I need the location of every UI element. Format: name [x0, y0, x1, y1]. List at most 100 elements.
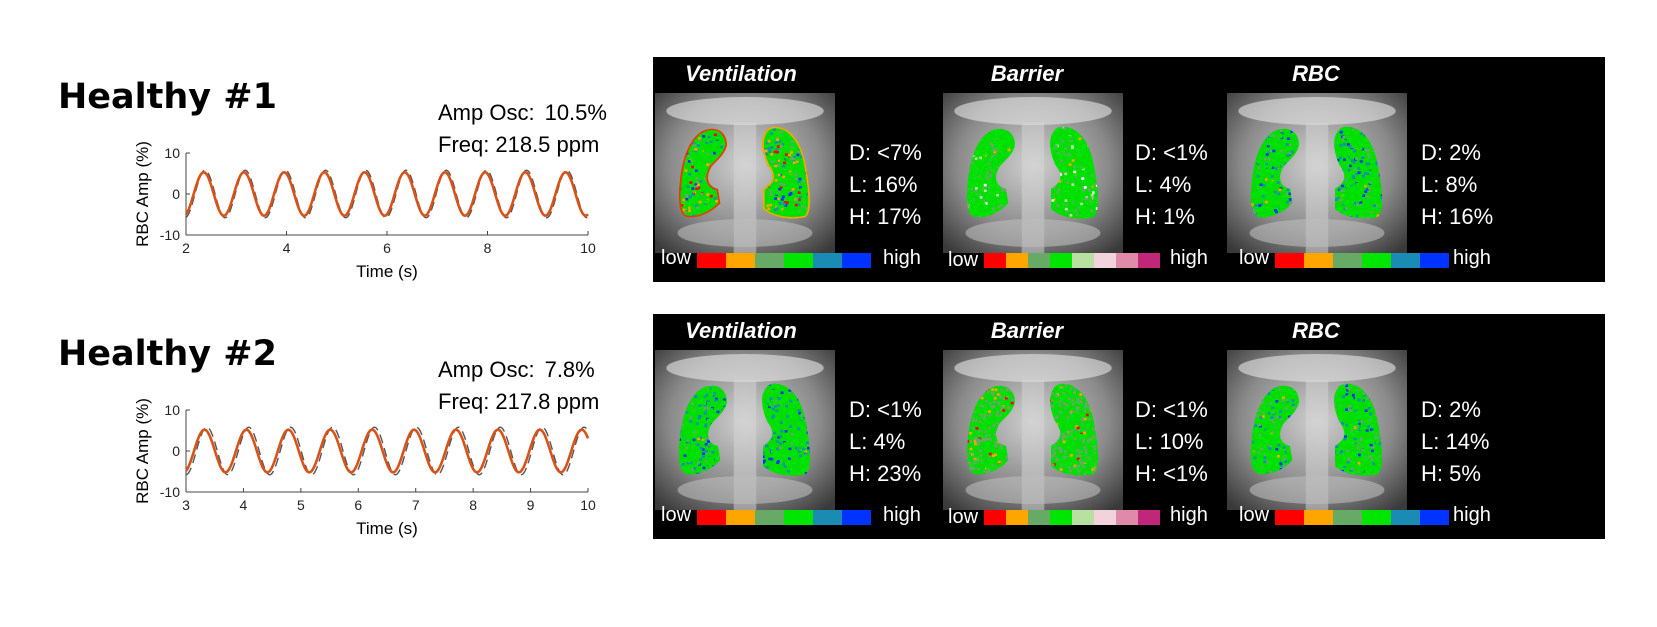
- x-tick-label: 8: [469, 497, 477, 513]
- subject-title: Healthy #1: [58, 77, 277, 117]
- y-tick-label: 0: [172, 443, 180, 459]
- defect-percentages: D: <1% L: 4% H: 23%: [849, 394, 922, 490]
- defect-value: D: 2%: [1421, 397, 1481, 422]
- defect-value: D: <1%: [849, 397, 922, 422]
- high-value: H: 1%: [1135, 204, 1195, 229]
- colorbar-swatch: [813, 253, 842, 268]
- colorbar-swatch: [1028, 253, 1050, 268]
- low-value: L: 8%: [1421, 172, 1478, 197]
- colorbar-swatch: [755, 510, 784, 525]
- colorbar-low-label: low: [948, 506, 979, 528]
- colorbar-swatch: [1006, 253, 1028, 268]
- shoulder-shape: [1238, 97, 1396, 125]
- colorbar-scale: [1275, 510, 1449, 525]
- gas-exchange-maps-panel: Ventilation D: <1% L: 4% H: 23% Barrier …: [653, 314, 1605, 539]
- colorbar-swatch: [784, 510, 813, 525]
- lung-image: [655, 350, 835, 510]
- colorbar-scale: [984, 510, 1160, 525]
- rbc-map: RBC D: 2% L: 14% H: 5%: [1227, 314, 1551, 539]
- x-axis-label: Time (s): [356, 262, 418, 281]
- rbc-oscillation-chart: 3 4 5 6 7 8 9 10 -10 0 10 Time (s) RBC Amp (%): [133, 398, 596, 538]
- colorbar-swatch: [1028, 510, 1050, 525]
- y-tick-label: 10: [164, 402, 180, 418]
- colorbar-scale: [984, 253, 1160, 268]
- colorbar-swatch: [984, 510, 1006, 525]
- x-axis-label: Time (s): [356, 519, 418, 538]
- x-tick-label: 2: [182, 240, 190, 256]
- map-title: RBC: [1292, 318, 1340, 343]
- rbc-oscillation-chart: 2 4 6 8 10 -10 0 10 Time (s) RBC Amp (%): [133, 141, 596, 281]
- colorbar-scale: [1275, 253, 1449, 268]
- colorbar-swatch: [726, 253, 755, 268]
- defect-value: D: <1%: [1135, 140, 1208, 165]
- abdomen-shape: [677, 476, 813, 504]
- map-title: Barrier: [990, 61, 1064, 86]
- defect-percentages: D: 2% L: 14% H: 5%: [1421, 394, 1490, 490]
- left-lung: [678, 128, 727, 218]
- rbc-map: RBC D: 2% L: 8% H: 16%: [1227, 57, 1551, 282]
- abdomen-shape: [677, 219, 813, 247]
- colorbar-swatch: [697, 253, 726, 268]
- colorbar-swatch: [1304, 510, 1333, 525]
- series-fit-line: [184, 428, 590, 474]
- map-title: Ventilation: [685, 61, 797, 86]
- x-tick-label: 10: [580, 497, 596, 513]
- high-value: H: 17%: [849, 204, 922, 229]
- colorbar-swatch: [1116, 253, 1138, 268]
- colorbar-swatch: [1420, 510, 1449, 525]
- colorbar-swatch: [697, 510, 726, 525]
- colorbar-swatch: [1050, 510, 1072, 525]
- shoulder-shape: [1238, 354, 1396, 382]
- shoulder-shape: [954, 354, 1112, 382]
- series-measured-line: [185, 426, 589, 476]
- freq-label: Freq:: [438, 389, 490, 414]
- x-tick-label: 8: [484, 240, 492, 256]
- defect-percentages: D: 2% L: 8% H: 16%: [1421, 137, 1493, 233]
- freq-label: Freq:: [438, 132, 490, 157]
- colorbar-high-label: high: [883, 247, 921, 269]
- colorbar-swatch: [1391, 510, 1420, 525]
- colorbar-swatch: [1362, 253, 1391, 268]
- x-tick-label: 3: [182, 497, 190, 513]
- ventilation-map: Ventilation D: <1% L: 4% H: 23%: [653, 314, 973, 539]
- map-title: Barrier: [990, 318, 1064, 343]
- defect-value: D: <7%: [849, 140, 922, 165]
- colorbar-swatch: [1094, 510, 1116, 525]
- colorbar-high-label: high: [1170, 247, 1208, 269]
- low-value: L: 4%: [849, 429, 906, 454]
- colorbar-swatch: [1072, 253, 1094, 268]
- subject-title: Healthy #2: [58, 334, 277, 374]
- colorbar-swatch: [1333, 510, 1362, 525]
- colorbar-swatch: [1333, 253, 1362, 268]
- series-measured-line: [185, 169, 589, 219]
- colorbar-swatch: [842, 510, 871, 525]
- y-axis-label: RBC Amp (%): [133, 398, 152, 504]
- y-axis-label: RBC Amp (%): [133, 141, 152, 247]
- subject-row-1: Healthy #1 Amp Osc: 10.5% Freq: 218.5 ppm …: [0, 55, 1657, 315]
- colorbar-swatch: [755, 253, 784, 268]
- colorbar-low-label: low: [1239, 504, 1270, 526]
- x-tick-label: 5: [297, 497, 305, 513]
- colorbar-high-label: high: [1170, 504, 1208, 526]
- amp-osc-label: Amp Osc:: [438, 357, 535, 382]
- map-title: RBC: [1292, 61, 1340, 86]
- map-title: Ventilation: [685, 318, 797, 343]
- freq-value: 217.8 ppm: [495, 389, 600, 414]
- lung-image: [943, 350, 1123, 510]
- high-value: H: 23%: [849, 461, 922, 486]
- colorbar-high-label: high: [883, 504, 921, 526]
- low-value: L: 10%: [1135, 429, 1204, 454]
- high-value: H: 5%: [1421, 461, 1481, 486]
- colorbar-low-label: low: [661, 504, 692, 526]
- colorbar-swatch: [813, 510, 842, 525]
- amp-osc-value: 7.8%: [544, 357, 595, 382]
- colorbar-swatch: [1138, 253, 1160, 268]
- amp-osc-value: 10.5%: [544, 100, 607, 125]
- x-tick-label: 6: [383, 240, 391, 256]
- lung-image: [1227, 93, 1407, 253]
- colorbar-swatch: [1420, 253, 1449, 268]
- x-tick-label: 7: [412, 497, 420, 513]
- abdomen-shape: [1249, 476, 1385, 504]
- oscillation-stats: Amp Osc: 10.5% Freq: 218.5 ppm: [438, 97, 607, 161]
- shoulder-shape: [954, 97, 1112, 125]
